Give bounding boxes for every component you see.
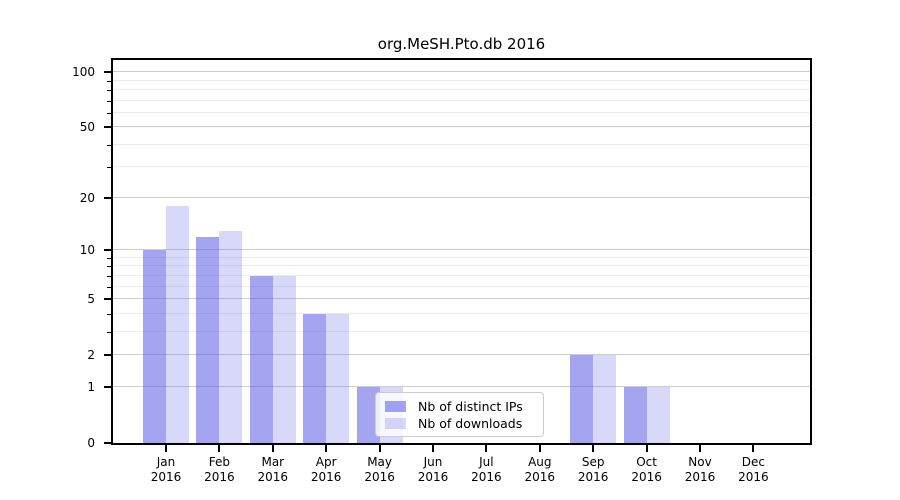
xtick-label-dec: Dec 2016 [738, 455, 769, 484]
xtick-mark-jun [432, 445, 434, 452]
gridline-y-60 [113, 111, 810, 113]
legend-swatch-distinct-ips [385, 401, 406, 412]
xtick-mark-dec [752, 445, 755, 452]
xtick-mark-oct [645, 445, 648, 452]
gridline-y-40 [113, 143, 810, 145]
xtick-mark-apr [325, 445, 328, 452]
ytick-minor-mark-4 [107, 313, 111, 315]
xtick-label-jan: Jan 2016 [150, 455, 182, 484]
bar-downloads-feb [219, 230, 243, 443]
xtick-label-aug: Aug 2016 [524, 455, 556, 484]
gridline-y-80 [113, 88, 810, 90]
legend-item-distinct-ips: Nb of distinct IPs [385, 399, 534, 414]
gridline-y-9 [113, 257, 810, 258]
chart-title: org.MeSH.Pto.db 2016 [377, 35, 546, 53]
bar-distinct-ips-feb [196, 236, 220, 443]
xtick-label-jul: Jul 2016 [471, 455, 502, 484]
xtick-label-apr: Apr 2016 [310, 455, 342, 484]
ytick-mark-10 [104, 249, 111, 252]
ytick-minor-mark-90 [107, 80, 111, 82]
bar-distinct-ips-oct [623, 387, 647, 443]
legend-label-downloads: Nb of downloads [418, 416, 523, 431]
legend: Nb of distinct IPs Nb of downloads [375, 392, 544, 437]
xtick-label-oct: Oct 2016 [631, 455, 662, 484]
gridline-y-10 [113, 249, 810, 251]
gridline-y-1 [113, 386, 810, 388]
gridline-y-90 [113, 79, 810, 81]
gridline-y-8 [113, 265, 810, 267]
x-axis: Jan 2016 Feb 2016 Mar 2016 Apr 2016 May 2016 Jun 20… [113, 445, 810, 495]
ytick-minor-mark-70 [107, 100, 111, 102]
bar-downloads-oct [646, 387, 670, 443]
ytick-mark-0 [104, 442, 111, 444]
xtick-label-feb: Feb 2016 [204, 455, 235, 484]
ytick-label-50: 50 [79, 120, 95, 135]
ytick-label-2: 2 [87, 347, 95, 362]
xtick-label-sep: Sep 2016 [577, 455, 609, 484]
gridline-y-4 [113, 312, 810, 314]
gridline-y-2 [113, 353, 810, 355]
xtick-label-mar: Mar 2016 [257, 455, 289, 484]
gridline-y-20 [113, 197, 810, 199]
ytick-label-10: 10 [79, 243, 95, 258]
ytick-minor-mark-80 [107, 89, 111, 91]
legend-item-downloads: Nb of downloads [385, 416, 534, 431]
bar-distinct-ips-may [356, 387, 380, 443]
gridline-y-70 [113, 99, 810, 101]
ytick-minor-mark-7 [107, 275, 111, 277]
bar-downloads-sep [593, 354, 617, 443]
bar-downloads-jan [166, 206, 189, 443]
ytick-mark-50 [104, 126, 111, 129]
ytick-label-0: 0 [87, 436, 95, 450]
xtick-label-nov: Nov 2016 [684, 455, 716, 484]
legend-swatch-downloads [385, 418, 406, 429]
ytick-minor-mark-8 [107, 266, 111, 268]
ytick-mark-100 [104, 71, 111, 74]
ytick-minor-mark-9 [107, 258, 111, 259]
y-axis: 0 1 2 5 10 20 50 100 [0, 60, 111, 450]
xtick-mark-sep [592, 445, 595, 452]
ytick-mark-1 [104, 386, 111, 389]
ytick-mark-2 [104, 353, 111, 356]
ytick-mark-5 [104, 298, 111, 301]
xtick-label-jun: Jun 2016 [417, 455, 449, 484]
xtick-mark-mar [271, 445, 274, 452]
xtick-mark-jul [485, 445, 488, 452]
bar-distinct-ips-jan [143, 250, 166, 443]
ytick-label-20: 20 [79, 191, 95, 206]
ytick-label-5: 5 [87, 292, 95, 307]
bar-distinct-ips-sep [570, 354, 594, 443]
xtick-mark-may [378, 445, 381, 452]
bar-distinct-ips-mar [249, 275, 273, 443]
legend-label-distinct-ips: Nb of distinct IPs [418, 399, 523, 414]
bar-downloads-mar [272, 275, 296, 443]
ytick-label-1: 1 [87, 380, 95, 395]
plot-area [113, 60, 810, 443]
xtick-mark-nov [699, 445, 701, 452]
gridline-y-3 [113, 330, 810, 332]
ytick-minor-mark-60 [107, 112, 111, 114]
gridline-y-5 [113, 298, 810, 300]
bar-downloads-apr [326, 313, 350, 443]
ytick-minor-mark-40 [107, 144, 111, 146]
gridline-y-50 [113, 126, 810, 128]
ytick-minor-mark-30 [107, 167, 111, 169]
gridline-y-7 [113, 274, 810, 276]
bar-distinct-ips-apr [303, 313, 327, 443]
ytick-minor-mark-6 [107, 286, 111, 288]
ytick-label-100: 100 [72, 65, 95, 80]
xtick-mark-aug [538, 445, 541, 452]
xtick-mark-jan [165, 445, 167, 452]
ytick-mark-20 [104, 197, 111, 200]
gridline-y-6 [113, 285, 810, 287]
gridline-y-30 [113, 166, 810, 168]
xtick-label-may: May 2016 [364, 455, 395, 484]
xtick-mark-feb [218, 445, 221, 452]
gridline-y-100 [113, 71, 810, 73]
ytick-minor-mark-3 [107, 331, 111, 333]
